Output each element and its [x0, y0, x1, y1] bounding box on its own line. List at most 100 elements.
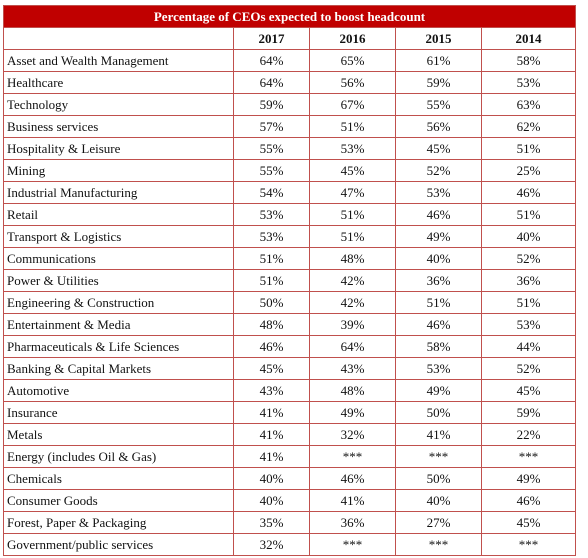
data-row: Consumer Goods 40% 41% 40% 46% — [3, 489, 576, 512]
percentage-cell: 51% — [395, 291, 482, 314]
percentage-cell: 51% — [233, 247, 310, 270]
percentage-cell: 46% — [395, 313, 482, 336]
sector-name: Power & Utilities — [3, 269, 234, 292]
data-row: Asset and Wealth Management 64% 65% 61% 58% — [3, 49, 576, 72]
percentage-cell: 40% — [395, 247, 482, 270]
percentage-cell: 41% — [233, 445, 310, 468]
sector-name: Consumer Goods — [3, 489, 234, 512]
percentage-cell: 48% — [233, 313, 310, 336]
percentage-cell: 67% — [309, 93, 396, 116]
sector-name: Chemicals — [3, 467, 234, 490]
sector-name: Asset and Wealth Management — [3, 49, 234, 72]
data-row: Automotive 43% 48% 49% 45% — [3, 379, 576, 402]
percentage-cell: 62% — [481, 115, 576, 138]
data-row: Chemicals 40% 46% 50% 49% — [3, 467, 576, 490]
data-row: Government/public services 32% *** *** *** — [3, 533, 576, 556]
percentage-cell: 50% — [395, 467, 482, 490]
sector-name: Forest, Paper & Packaging — [3, 511, 234, 534]
data-row: Power & Utilities 51% 42% 36% 36% — [3, 269, 576, 292]
table-title: Percentage of CEOs expected to boost hea… — [3, 5, 576, 28]
percentage-cell: 49% — [395, 225, 482, 248]
sector-name: Energy (includes Oil & Gas) — [3, 445, 234, 468]
sector-name: Automotive — [3, 379, 234, 402]
percentage-cell: 46% — [481, 489, 576, 512]
percentage-cell: 27% — [395, 511, 482, 534]
percentage-cell: *** — [395, 533, 482, 556]
percentage-cell: *** — [309, 533, 396, 556]
percentage-cell: 40% — [233, 489, 310, 512]
percentage-cell: 51% — [309, 115, 396, 138]
percentage-cell: 55% — [233, 137, 310, 160]
percentage-cell: 54% — [233, 181, 310, 204]
percentage-cell: 51% — [309, 225, 396, 248]
percentage-cell: 64% — [233, 49, 310, 72]
percentage-cell: 51% — [481, 137, 576, 160]
sector-name: Business services — [3, 115, 234, 138]
percentage-cell: 53% — [481, 71, 576, 94]
percentage-cell: 36% — [395, 269, 482, 292]
percentage-cell: 36% — [309, 511, 396, 534]
sector-name: Technology — [3, 93, 234, 116]
percentage-cell: 50% — [395, 401, 482, 424]
header-row: 2017 2016 2015 2014 — [3, 27, 576, 50]
percentage-cell: 51% — [309, 203, 396, 226]
percentage-cell: 53% — [309, 137, 396, 160]
percentage-cell: 64% — [309, 335, 396, 358]
data-row: Healthcare 64% 56% 59% 53% — [3, 71, 576, 94]
percentage-cell: 40% — [233, 467, 310, 490]
percentage-cell: 25% — [481, 159, 576, 182]
percentage-cell: 50% — [233, 291, 310, 314]
table-body: Percentage of CEOs expected to boost hea… — [3, 5, 576, 556]
sector-name: Metals — [3, 423, 234, 446]
column-header — [3, 27, 234, 50]
percentage-cell: 59% — [395, 71, 482, 94]
percentage-cell: *** — [481, 533, 576, 556]
percentage-cell: 42% — [309, 269, 396, 292]
percentage-cell: 59% — [233, 93, 310, 116]
percentage-cell: 52% — [395, 159, 482, 182]
data-row: Business services 57% 51% 56% 62% — [3, 115, 576, 138]
percentage-cell: 45% — [481, 379, 576, 402]
data-row: Mining 55% 45% 52% 25% — [3, 159, 576, 182]
percentage-cell: 42% — [309, 291, 396, 314]
sector-name: Transport & Logistics — [3, 225, 234, 248]
percentage-cell: 51% — [233, 269, 310, 292]
percentage-cell: 46% — [481, 181, 576, 204]
percentage-cell: 48% — [309, 247, 396, 270]
percentage-cell: 53% — [233, 203, 310, 226]
percentage-cell: 41% — [233, 401, 310, 424]
data-row: Industrial Manufacturing 54% 47% 53% 46% — [3, 181, 576, 204]
data-row: Banking & Capital Markets 45% 43% 53% 52% — [3, 357, 576, 380]
data-row: Forest, Paper & Packaging 35% 36% 27% 45% — [3, 511, 576, 534]
percentage-cell: 46% — [395, 203, 482, 226]
percentage-cell: 45% — [233, 357, 310, 380]
percentage-cell: 49% — [481, 467, 576, 490]
data-row: Energy (includes Oil & Gas) 41% *** *** *** — [3, 445, 576, 468]
column-header: 2014 — [481, 27, 576, 50]
percentage-cell: 58% — [481, 49, 576, 72]
percentage-cell: 53% — [481, 313, 576, 336]
data-row: Hospitality & Leisure 55% 53% 45% 51% — [3, 137, 576, 160]
percentage-cell: 49% — [395, 379, 482, 402]
percentage-cell: 51% — [481, 203, 576, 226]
percentage-cell: 51% — [481, 291, 576, 314]
percentage-cell: 55% — [395, 93, 482, 116]
percentage-cell: 43% — [233, 379, 310, 402]
sector-name: Pharmaceuticals & Life Sciences — [3, 335, 234, 358]
sector-name: Banking & Capital Markets — [3, 357, 234, 380]
percentage-cell: 53% — [395, 181, 482, 204]
sector-name: Industrial Manufacturing — [3, 181, 234, 204]
data-row: Metals 41% 32% 41% 22% — [3, 423, 576, 446]
percentage-cell: 22% — [481, 423, 576, 446]
title-row: Percentage of CEOs expected to boost hea… — [3, 5, 576, 28]
data-row: Entertainment & Media 48% 39% 46% 53% — [3, 313, 576, 336]
percentage-cell: 40% — [481, 225, 576, 248]
sector-name: Retail — [3, 203, 234, 226]
sector-name: Government/public services — [3, 533, 234, 556]
sector-name: Engineering & Construction — [3, 291, 234, 314]
data-row: Engineering & Construction 50% 42% 51% 51% — [3, 291, 576, 314]
percentage-cell: 35% — [233, 511, 310, 534]
percentage-cell: 55% — [233, 159, 310, 182]
sector-name: Hospitality & Leisure — [3, 137, 234, 160]
percentage-cell: 39% — [309, 313, 396, 336]
